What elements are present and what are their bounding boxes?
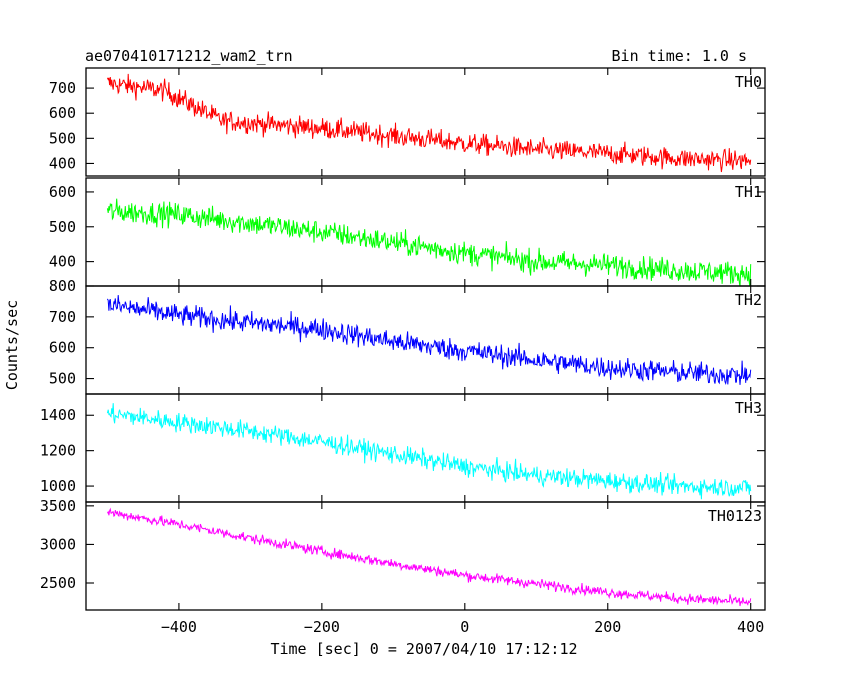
y-tick-label: 400 [49,253,76,271]
x-tick-label: 200 [594,618,621,636]
bin-time-label: Bin time: 1.0 s [612,47,747,65]
x-tick-label: 0 [460,618,469,636]
x-tick-label: 400 [737,618,764,636]
y-tick-label: 500 [49,370,76,388]
panel-name-label: TH0123 [708,507,762,525]
y-tick-label: 1400 [40,406,76,424]
series-line-th3 [106,403,752,500]
panel-name-label: TH0 [735,73,762,91]
x-tick-label: −400 [161,618,197,636]
panel-frame [85,501,766,611]
y-tick-label: 400 [49,154,76,172]
x-axis: −400 −200 0 200 400 [161,618,764,636]
panel-th0123: 2500 3000 3500 TH0123 [40,497,766,611]
y-axis-label: Counts/sec [3,300,21,390]
series-line-th2 [106,295,752,385]
panel-frame [85,285,766,395]
y-tick-label: 600 [49,104,76,122]
panel-th1: 400 500 600 TH1 [49,177,766,287]
y-tick-label: 500 [49,218,76,236]
y-tick-label: 600 [49,339,76,357]
y-tick-label: 3000 [40,535,76,553]
y-tick-label: 1200 [40,442,76,460]
panel-th3: 1000 1200 1400 TH3 [40,393,766,503]
y-tick-label: 500 [49,129,76,147]
panel-name-label: TH2 [735,291,762,309]
series-line-th0123 [106,507,752,607]
y-tick-label: 800 [49,277,76,295]
series-line-th0 [106,73,752,173]
panels: 400 500 600 700 TH0 400 500 600 TH1 500 600 700 800 T… [40,67,766,611]
y-tick-label: 1000 [40,477,76,495]
y-tick-label: 600 [49,183,76,201]
series-line-th1 [106,198,752,286]
panel-name-label: TH1 [735,183,762,201]
y-tick-label: 700 [49,79,76,97]
y-tick-label: 3500 [40,497,76,515]
x-tick-label: −200 [304,618,340,636]
y-tick-label: 700 [49,308,76,326]
panel-frame [85,67,766,177]
panel-name-label: TH3 [735,399,762,417]
panel-th0: 400 500 600 700 TH0 [49,67,766,177]
y-tick-label: 2500 [40,574,76,592]
panel-th2: 500 600 700 800 TH2 [49,277,766,395]
x-axis-label: Time [sec] 0 = 2007/04/10 17:12:12 [270,640,577,658]
chart-title: ae070410171212_wam2_trn [85,47,293,65]
